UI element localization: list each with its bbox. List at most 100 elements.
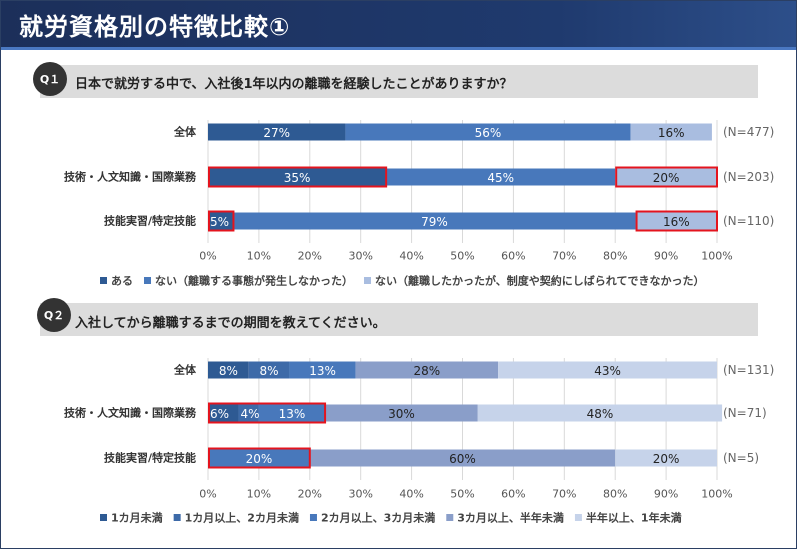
highlight-box	[208, 166, 388, 188]
x-tick-label: 90%	[654, 250, 678, 263]
data-label: 4%	[241, 407, 260, 421]
legend-swatch	[144, 277, 151, 284]
n-label: (N=110)	[723, 214, 774, 228]
x-tick-label: 100%	[701, 250, 732, 263]
n-label: (N=477)	[723, 125, 774, 139]
data-label: 27%	[263, 126, 290, 140]
legend-swatch	[309, 514, 317, 521]
bar-segment	[345, 123, 631, 141]
legend-swatch	[574, 514, 582, 521]
legend-label: 1カ月以上、2カ月未満	[185, 511, 299, 525]
legend-label: 3カ月以上、半年未満	[457, 511, 564, 525]
page-title: 就労資格別の特徴比較①	[19, 13, 291, 41]
category-label: 全体	[173, 363, 197, 377]
legend-swatch	[364, 277, 371, 284]
bar-segment	[355, 361, 499, 379]
legend-label: 2カ月以上、3カ月未満	[321, 511, 435, 525]
bar-segment	[208, 212, 234, 230]
header-bar: 就労資格別の特徴比較①	[1, 1, 796, 47]
data-label: 16%	[658, 126, 685, 140]
x-tick-label: 60%	[501, 250, 525, 263]
bar-segment	[289, 361, 356, 379]
highlight-box	[208, 210, 235, 232]
x-tick-label: 50%	[450, 488, 474, 501]
bar-segment	[477, 404, 723, 422]
x-tick-label: 0%	[199, 250, 216, 263]
x-tick-label: 30%	[348, 250, 372, 263]
x-tick-label: 20%	[298, 488, 322, 501]
x-tick-label: 70%	[552, 250, 576, 263]
n-label: (N=203)	[723, 170, 774, 184]
bar-segment	[258, 404, 326, 422]
category-label: 技能実習/特定技能	[104, 451, 196, 465]
q1-band	[40, 65, 758, 98]
data-label: 79%	[421, 215, 448, 229]
data-label: 6%	[210, 407, 229, 421]
x-tick-label: 30%	[348, 488, 372, 501]
data-label: 20%	[653, 452, 680, 466]
data-label: 43%	[594, 364, 621, 378]
data-label: 8%	[219, 364, 238, 378]
legend-label: ない（離職したかったが、制度や契約にしばられてできなかった）	[375, 274, 704, 288]
highlight-box	[208, 447, 311, 469]
q2-badge: Q２	[37, 298, 71, 332]
x-tick-label: 80%	[603, 250, 627, 263]
data-label: 45%	[487, 171, 514, 185]
q1-badge: Q１	[33, 62, 67, 96]
header-underline	[1, 47, 796, 50]
q2-question: 入社してから離職するまでの期間を教えてください。	[75, 316, 386, 331]
bar-segment	[208, 361, 249, 379]
data-label: 30%	[388, 407, 415, 421]
q2-band	[40, 303, 758, 336]
highlight-box	[208, 402, 327, 424]
bar-segment	[386, 168, 616, 186]
category-label: 技術・人文知識・国際業務	[64, 406, 197, 420]
data-label: 60%	[449, 452, 476, 466]
x-tick-label: 20%	[298, 250, 322, 263]
bar-segment	[635, 212, 717, 230]
bar-segment	[238, 404, 259, 422]
x-tick-label: 0%	[199, 488, 216, 501]
data-label: 20%	[246, 452, 273, 466]
x-tick-label: 10%	[247, 250, 271, 263]
n-label: (N=131)	[723, 363, 774, 377]
bar-segment	[615, 449, 717, 467]
x-tick-label: 50%	[450, 250, 474, 263]
x-tick-label: 100%	[701, 488, 732, 501]
x-tick-label: 40%	[399, 488, 423, 501]
category-label: 技術・人文知識・国際業務	[64, 170, 197, 184]
category-label: 全体	[173, 125, 197, 139]
n-label: (N=71)	[723, 406, 767, 420]
data-label: 48%	[587, 407, 614, 421]
x-tick-label: 80%	[603, 488, 627, 501]
data-label: 8%	[260, 364, 279, 378]
legend-swatch	[173, 514, 181, 521]
x-tick-label: 60%	[501, 488, 525, 501]
data-label: 13%	[279, 407, 306, 421]
x-tick-label: 90%	[654, 488, 678, 501]
bar-segment	[208, 449, 310, 467]
x-tick-label: 40%	[399, 250, 423, 263]
data-label: 16%	[663, 215, 690, 229]
x-tick-label: 70%	[552, 488, 576, 501]
legend-label: 半年以上、1年未満	[586, 511, 682, 525]
data-label: 20%	[653, 171, 680, 185]
bar-segment	[248, 361, 290, 379]
bar-segment	[498, 361, 717, 379]
legend-label: ある	[111, 275, 133, 288]
bar-segment	[615, 168, 717, 186]
legend-swatch	[100, 277, 107, 284]
legend-label: 1カ月未満	[111, 511, 163, 525]
bar-segment	[208, 168, 387, 186]
legend-swatch	[446, 514, 454, 521]
bar-segment	[630, 123, 712, 141]
n-label: (N=5)	[723, 451, 759, 465]
bar-segment	[233, 212, 636, 230]
legend-swatch	[100, 514, 107, 521]
q1-question: 日本で就労する中で、入社後1年以内の離職を経験したことがありますか？	[75, 77, 513, 92]
x-tick-label: 10%	[247, 488, 271, 501]
legend-label: ない（離職する事態が発生しなかった）	[155, 274, 353, 288]
data-label: 5%	[210, 215, 229, 229]
bar-segment	[208, 404, 239, 422]
